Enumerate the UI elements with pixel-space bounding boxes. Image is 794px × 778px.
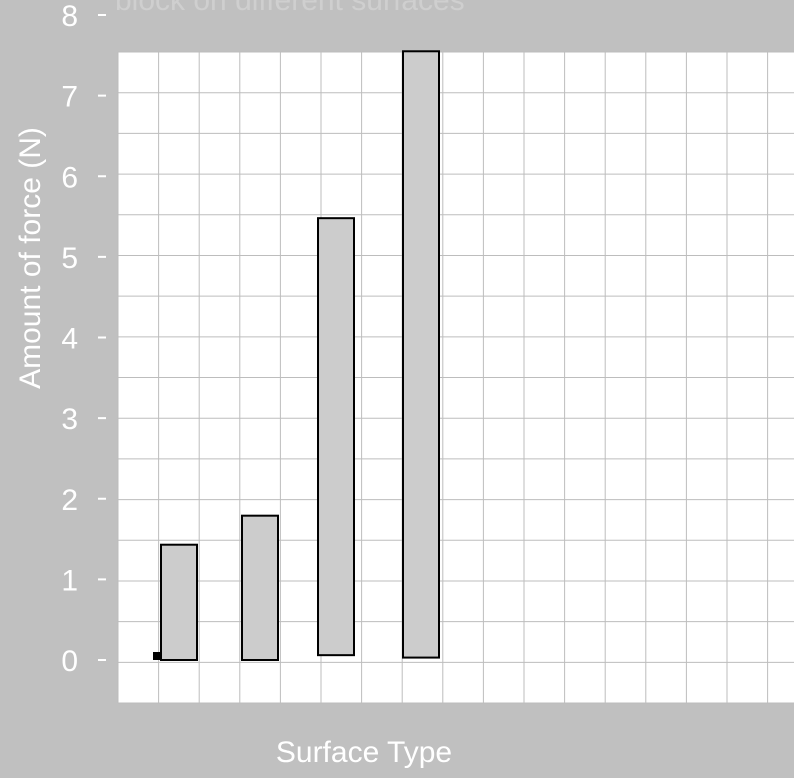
- y-tick-label: 3: [61, 403, 78, 436]
- y-tick-label: 2: [61, 484, 78, 517]
- bar-2: [241, 514, 279, 662]
- bar-4: [402, 50, 440, 659]
- y-axis-label: Amount of force (N): [14, 127, 47, 389]
- y-axis: 0 1 2 3 4 5 6 7 8: [61, 0, 106, 678]
- x-axis-label: Surface Type: [276, 736, 452, 769]
- zero-marker: [153, 652, 161, 660]
- y-tick-label: 5: [61, 242, 78, 275]
- bar-series: [160, 50, 440, 662]
- chart-title: block on different surfaces: [115, 0, 465, 17]
- y-tick-label: 4: [61, 323, 78, 356]
- y-tick-label: 6: [61, 161, 78, 194]
- bar-1: [160, 543, 198, 661]
- y-tick-label: 0: [61, 645, 78, 678]
- y-tick-label: 8: [61, 0, 78, 33]
- y-tick-label: 7: [61, 81, 78, 114]
- bar-3: [317, 217, 355, 657]
- y-tick-label: 1: [61, 564, 78, 597]
